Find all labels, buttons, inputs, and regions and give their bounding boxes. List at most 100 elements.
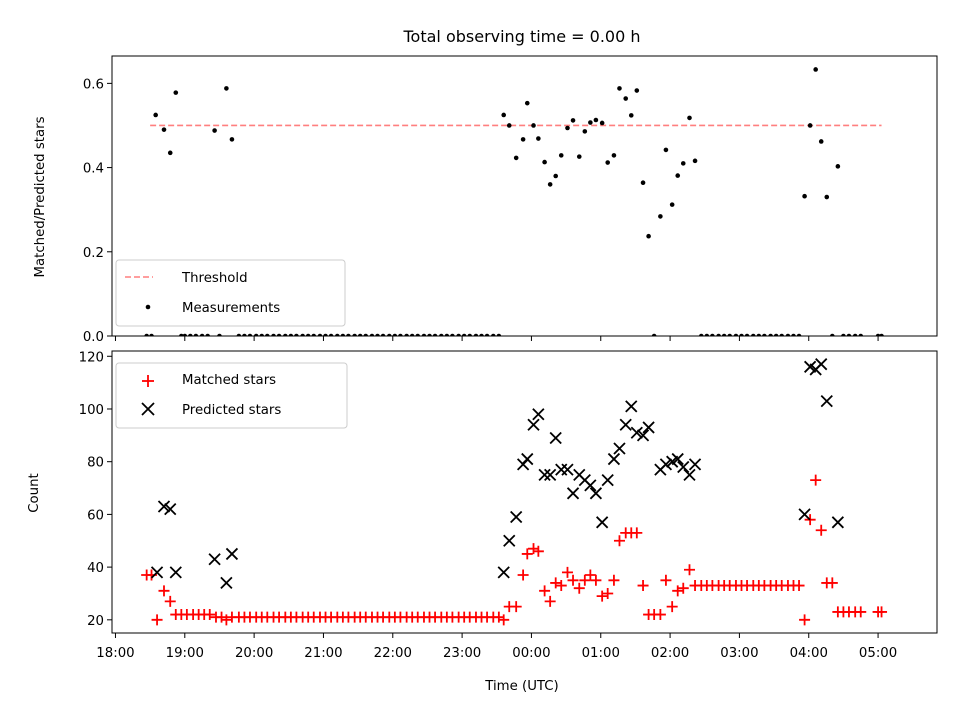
measurement-point xyxy=(409,333,415,336)
measurement-point xyxy=(634,88,640,93)
matched-star-point xyxy=(579,574,591,586)
measurement-point xyxy=(879,333,884,336)
measurement-point xyxy=(807,123,813,128)
measurement-point xyxy=(432,333,438,336)
measurement-point xyxy=(739,333,744,336)
predicted-star-point xyxy=(549,431,562,445)
measurement-point xyxy=(818,139,824,144)
predicted-star-point xyxy=(630,426,643,439)
measurement-point xyxy=(830,333,835,336)
measurement-point xyxy=(149,333,154,336)
matched-star-point xyxy=(855,606,867,618)
matched-star-point xyxy=(510,601,522,613)
predicted-star-point xyxy=(510,510,523,524)
measurement-point xyxy=(520,137,526,142)
bottom-x-tick-label: 23:00 xyxy=(443,646,481,661)
measurement-point xyxy=(450,333,455,336)
predicted-star-point xyxy=(613,442,626,455)
measurement-point xyxy=(762,333,767,336)
measurement-point xyxy=(264,333,270,336)
measurement-point xyxy=(628,113,634,118)
measurement-point xyxy=(536,136,541,141)
measurement-point xyxy=(144,333,149,336)
predicted-star-point xyxy=(688,458,702,471)
predicted-star-point xyxy=(589,487,603,500)
measurement-point xyxy=(182,333,188,336)
predicted-star-point xyxy=(831,516,844,529)
legend-predicted-swatch xyxy=(141,402,155,416)
measurement-point xyxy=(229,137,235,142)
measurement-point xyxy=(605,160,610,165)
predicted-star-point xyxy=(596,516,609,529)
measurement-point xyxy=(721,333,727,336)
measurement-point xyxy=(858,333,864,336)
measurement-point xyxy=(380,333,386,336)
predicted-star-point xyxy=(521,452,534,466)
measurement-point xyxy=(253,333,259,336)
measurement-point xyxy=(179,333,184,336)
predicted-star-point xyxy=(220,576,233,590)
matched-star-point xyxy=(793,580,805,592)
measurement-point xyxy=(461,333,467,336)
legend-measurements-swatch xyxy=(145,304,151,310)
predicted-star-point xyxy=(169,566,182,579)
matched-star-point xyxy=(602,587,614,599)
matched-star-point xyxy=(550,577,562,589)
measurement-point xyxy=(802,193,807,199)
bottom-y-tick-label: 120 xyxy=(79,350,104,365)
bottom-x-tick-label: 19:00 xyxy=(166,646,204,661)
predicted-star-point xyxy=(659,458,673,471)
measurement-point xyxy=(340,333,346,336)
top-y-tick-label: 0.6 xyxy=(83,77,104,92)
measurement-point xyxy=(271,333,276,336)
matched-star-point xyxy=(608,574,620,586)
matched-star-point xyxy=(810,474,822,486)
measurement-point xyxy=(640,180,646,186)
top-y-axis-label: Matched/Predicted stars xyxy=(33,116,48,277)
measurement-point xyxy=(750,333,756,336)
predicted-star-point xyxy=(225,547,239,561)
measurement-point xyxy=(698,333,704,336)
matched-star-point xyxy=(561,566,573,578)
bottom-y-tick-label: 40 xyxy=(87,561,104,576)
measurement-point xyxy=(415,333,421,336)
top-y-tick-label: 0.2 xyxy=(83,246,104,261)
measurement-point xyxy=(484,333,490,336)
measurement-point xyxy=(199,333,205,336)
measurement-point xyxy=(675,173,681,178)
measurement-point xyxy=(687,115,692,121)
measurement-point xyxy=(773,333,779,336)
bottom-y-tick-label: 100 xyxy=(79,403,104,418)
measurement-point xyxy=(611,153,617,158)
measurement-point xyxy=(813,67,818,72)
predicted-star-point xyxy=(503,534,516,547)
top-y-tick-label: 0.4 xyxy=(83,162,104,177)
measurement-point xyxy=(599,120,605,126)
measurement-point xyxy=(791,333,796,336)
measurement-point xyxy=(398,333,403,336)
matched-star-point xyxy=(876,606,888,618)
measurement-point xyxy=(427,333,432,336)
bottom-chart: Count Time (UTC) 20 40 60 80 100 120 18:00 19:0… xyxy=(27,350,938,694)
matched-star-point xyxy=(555,580,567,592)
top-legend: Threshold Measurements xyxy=(115,259,346,327)
legend-measurements-label: Measurements xyxy=(182,301,280,316)
matched-star-point xyxy=(660,574,672,586)
measurement-point xyxy=(496,333,502,336)
matched-star-point xyxy=(158,585,170,597)
measurement-point xyxy=(294,333,299,336)
measurement-point xyxy=(553,173,558,179)
measurement-point xyxy=(680,161,686,166)
bottom-x-tick-label: 22:00 xyxy=(374,646,412,661)
predicted-star-point xyxy=(150,566,164,579)
measurement-point xyxy=(570,118,576,123)
measurement-point xyxy=(669,202,675,207)
measurement-point xyxy=(153,112,158,118)
measurement-point xyxy=(357,333,363,336)
matched-star-point xyxy=(204,609,216,621)
measurement-point xyxy=(841,333,846,336)
measurement-point xyxy=(473,333,479,336)
bottom-legend-frame xyxy=(115,362,348,429)
measurement-point xyxy=(421,333,427,336)
